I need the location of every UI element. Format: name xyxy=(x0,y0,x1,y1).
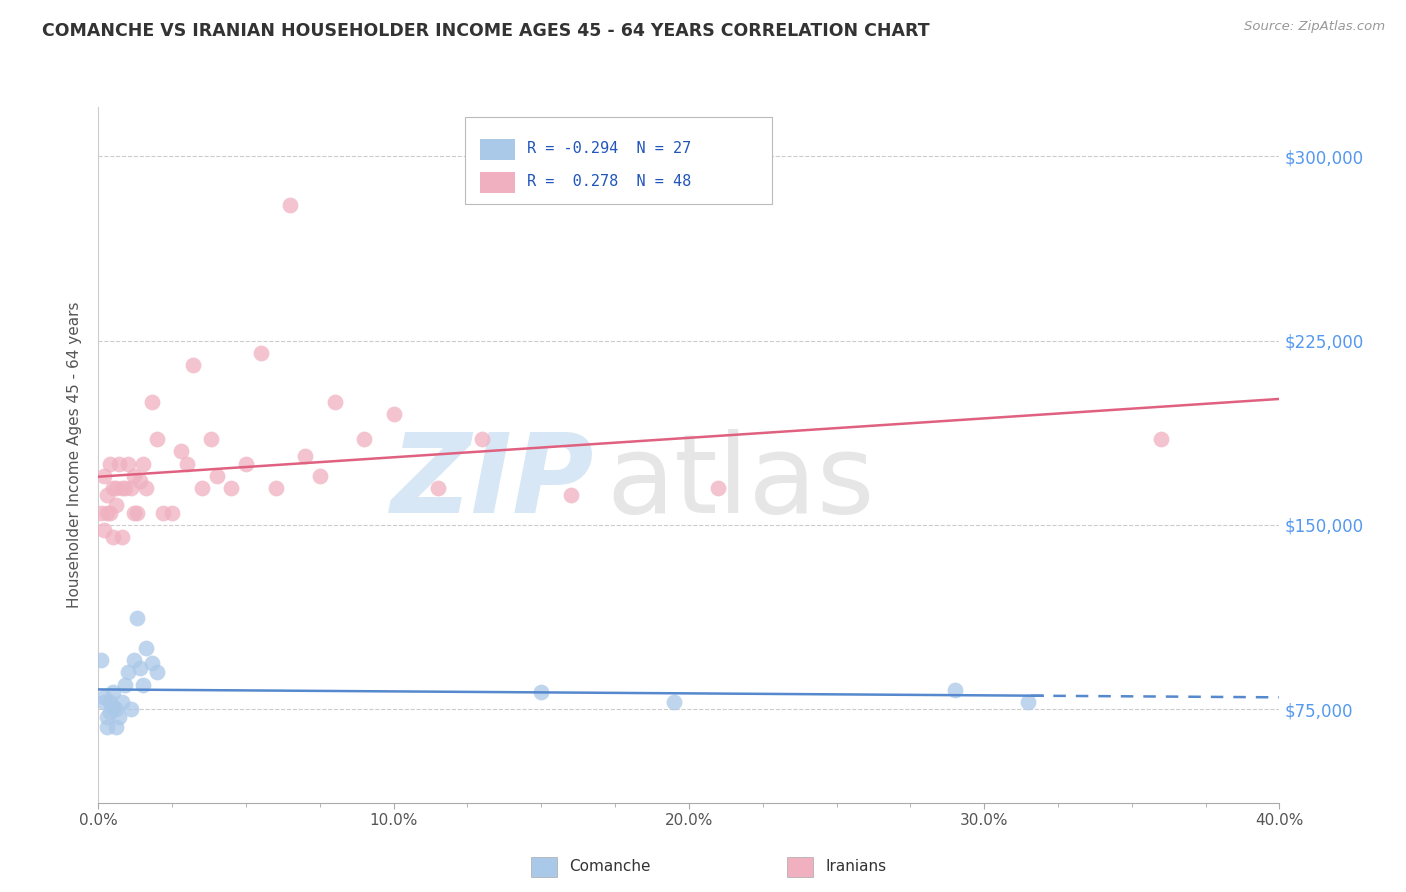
Point xyxy=(98,506,121,520)
Text: Source: ZipAtlas.com: Source: ZipAtlas.com xyxy=(1244,20,1385,33)
Point xyxy=(471,432,494,446)
Point xyxy=(200,432,222,446)
Point xyxy=(132,678,155,692)
Point xyxy=(170,444,193,458)
Point xyxy=(132,457,155,471)
Point xyxy=(162,506,183,520)
Point xyxy=(309,468,332,483)
Point xyxy=(146,432,169,446)
Point xyxy=(707,481,730,495)
Point xyxy=(125,506,148,520)
Point xyxy=(90,653,112,667)
Point xyxy=(1150,432,1173,446)
Point xyxy=(90,506,112,520)
Text: R =  0.278  N = 48: R = 0.278 N = 48 xyxy=(527,174,692,189)
Point xyxy=(191,481,214,495)
Point xyxy=(117,457,139,471)
Point xyxy=(117,665,139,680)
Point xyxy=(96,488,118,502)
Point xyxy=(103,481,125,495)
Text: Iranians: Iranians xyxy=(825,859,886,873)
FancyBboxPatch shape xyxy=(787,857,813,877)
Point xyxy=(93,690,115,704)
Point xyxy=(103,700,125,714)
Y-axis label: Householder Income Ages 45 - 64 years: Householder Income Ages 45 - 64 years xyxy=(67,301,83,608)
Point xyxy=(98,457,121,471)
Point xyxy=(427,481,450,495)
Point xyxy=(108,710,131,724)
Point xyxy=(96,720,118,734)
Point xyxy=(264,481,287,495)
Point xyxy=(98,705,121,719)
Point xyxy=(105,499,128,513)
Point xyxy=(382,408,405,422)
Point xyxy=(122,468,145,483)
Text: atlas: atlas xyxy=(606,429,875,536)
Point xyxy=(93,523,115,537)
Point xyxy=(219,481,242,495)
Point xyxy=(530,685,553,699)
Point xyxy=(105,720,128,734)
Point xyxy=(135,640,157,655)
Point xyxy=(176,457,198,471)
Point xyxy=(235,457,257,471)
Point xyxy=(125,611,148,625)
Text: COMANCHE VS IRANIAN HOUSEHOLDER INCOME AGES 45 - 64 YEARS CORRELATION CHART: COMANCHE VS IRANIAN HOUSEHOLDER INCOME A… xyxy=(42,22,929,40)
FancyBboxPatch shape xyxy=(464,118,772,204)
Point xyxy=(111,530,134,544)
Point xyxy=(93,468,115,483)
Point xyxy=(105,702,128,716)
Point xyxy=(353,432,375,446)
Point xyxy=(103,685,125,699)
Point xyxy=(122,506,145,520)
FancyBboxPatch shape xyxy=(479,172,516,193)
Point xyxy=(152,506,174,520)
Point xyxy=(560,488,582,502)
Point xyxy=(114,481,136,495)
Point xyxy=(181,358,204,372)
Point xyxy=(96,710,118,724)
FancyBboxPatch shape xyxy=(531,857,557,877)
Point xyxy=(114,678,136,692)
Point xyxy=(128,660,150,674)
Text: ZIP: ZIP xyxy=(391,429,595,536)
Point xyxy=(664,695,686,709)
Point xyxy=(122,653,145,667)
Point xyxy=(93,695,115,709)
Point xyxy=(323,395,346,409)
Point xyxy=(96,506,118,520)
Point xyxy=(103,530,125,544)
Point xyxy=(120,481,142,495)
Point xyxy=(111,481,134,495)
Text: Comanche: Comanche xyxy=(569,859,651,873)
Point xyxy=(141,656,163,670)
Point xyxy=(120,702,142,716)
Point xyxy=(141,395,163,409)
Point xyxy=(108,457,131,471)
Point xyxy=(1017,695,1039,709)
Point xyxy=(205,468,228,483)
Point xyxy=(105,481,128,495)
Point xyxy=(943,682,966,697)
Point xyxy=(294,449,316,463)
Point xyxy=(250,346,273,360)
Point xyxy=(98,695,121,709)
Point xyxy=(278,198,302,212)
Point xyxy=(128,474,150,488)
Point xyxy=(146,665,169,680)
Point xyxy=(135,481,157,495)
Text: R = -0.294  N = 27: R = -0.294 N = 27 xyxy=(527,141,692,156)
Point xyxy=(111,695,134,709)
FancyBboxPatch shape xyxy=(479,139,516,160)
